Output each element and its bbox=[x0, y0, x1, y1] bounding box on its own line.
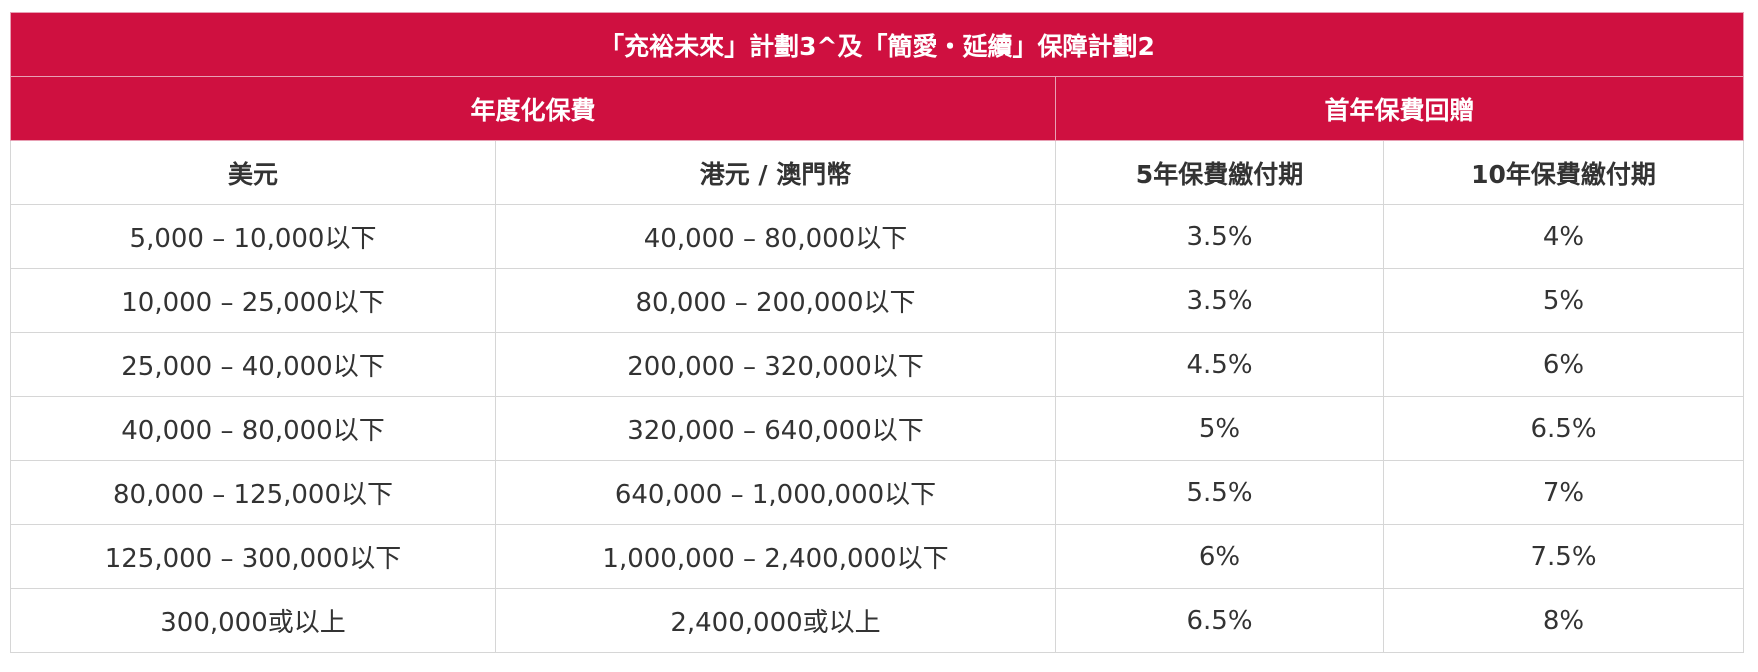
cell-usd-range: 40,000 – 80,000以下 bbox=[10, 396, 496, 461]
table-row: 40,000 – 80,000以下 320,000 – 640,000以下 5%… bbox=[10, 396, 1744, 461]
cell-usd-range: 5,000 – 10,000以下 bbox=[10, 204, 496, 269]
column-header-row: 美元 港元 / 澳門幣 5年保費繳付期 10年保費繳付期 bbox=[10, 140, 1744, 205]
cell-usd-range: 125,000 – 300,000以下 bbox=[10, 524, 496, 589]
column-header-hkd-mop: 港元 / 澳門幣 bbox=[495, 140, 1056, 205]
cell-10-year-rebate: 7% bbox=[1383, 460, 1744, 525]
cell-hkd-range: 80,000 – 200,000以下 bbox=[495, 268, 1056, 333]
cell-5-year-rebate: 5.5% bbox=[1055, 460, 1384, 525]
premium-rebate-table: 「充裕未來」計劃3^及「簡愛・延續」保障計劃2 年度化保費 首年保費回贈 美元 … bbox=[10, 12, 1744, 653]
cell-5-year-rebate: 4.5% bbox=[1055, 332, 1384, 397]
cell-hkd-range: 2,400,000或以上 bbox=[495, 588, 1056, 653]
cell-10-year-rebate: 8% bbox=[1383, 588, 1744, 653]
cell-10-year-rebate: 4% bbox=[1383, 204, 1744, 269]
cell-hkd-range: 640,000 – 1,000,000以下 bbox=[495, 460, 1056, 525]
table-row: 10,000 – 25,000以下 80,000 – 200,000以下 3.5… bbox=[10, 268, 1744, 333]
cell-hkd-range: 320,000 – 640,000以下 bbox=[495, 396, 1056, 461]
table-title-row: 「充裕未來」計劃3^及「簡愛・延續」保障計劃2 bbox=[10, 12, 1744, 77]
group-header-row: 年度化保費 首年保費回贈 bbox=[10, 76, 1744, 141]
cell-10-year-rebate: 5% bbox=[1383, 268, 1744, 333]
cell-hkd-range: 1,000,000 – 2,400,000以下 bbox=[495, 524, 1056, 589]
cell-hkd-range: 200,000 – 320,000以下 bbox=[495, 332, 1056, 397]
cell-5-year-rebate: 6.5% bbox=[1055, 588, 1384, 653]
group-header-first-year-rebate: 首年保費回贈 bbox=[1055, 76, 1744, 141]
cell-5-year-rebate: 6% bbox=[1055, 524, 1384, 589]
cell-usd-range: 80,000 – 125,000以下 bbox=[10, 460, 496, 525]
cell-usd-range: 300,000或以上 bbox=[10, 588, 496, 653]
cell-10-year-rebate: 7.5% bbox=[1383, 524, 1744, 589]
cell-10-year-rebate: 6% bbox=[1383, 332, 1744, 397]
cell-5-year-rebate: 3.5% bbox=[1055, 204, 1384, 269]
column-header-5-year-term: 5年保費繳付期 bbox=[1055, 140, 1384, 205]
table-title: 「充裕未來」計劃3^及「簡愛・延續」保障計劃2 bbox=[10, 12, 1744, 77]
cell-5-year-rebate: 3.5% bbox=[1055, 268, 1384, 333]
table-row: 300,000或以上 2,400,000或以上 6.5% 8% bbox=[10, 588, 1744, 653]
premium-rebate-table-container: 「充裕未來」計劃3^及「簡愛・延續」保障計劃2 年度化保費 首年保費回贈 美元 … bbox=[10, 12, 1744, 653]
table-row: 5,000 – 10,000以下 40,000 – 80,000以下 3.5% … bbox=[10, 204, 1744, 269]
cell-hkd-range: 40,000 – 80,000以下 bbox=[495, 204, 1056, 269]
table-row: 25,000 – 40,000以下 200,000 – 320,000以下 4.… bbox=[10, 332, 1744, 397]
table-row: 125,000 – 300,000以下 1,000,000 – 2,400,00… bbox=[10, 524, 1744, 589]
cell-usd-range: 25,000 – 40,000以下 bbox=[10, 332, 496, 397]
column-header-usd: 美元 bbox=[10, 140, 496, 205]
cell-usd-range: 10,000 – 25,000以下 bbox=[10, 268, 496, 333]
cell-5-year-rebate: 5% bbox=[1055, 396, 1384, 461]
group-header-annualized-premium: 年度化保費 bbox=[10, 76, 1056, 141]
cell-10-year-rebate: 6.5% bbox=[1383, 396, 1744, 461]
table-row: 80,000 – 125,000以下 640,000 – 1,000,000以下… bbox=[10, 460, 1744, 525]
column-header-10-year-term: 10年保費繳付期 bbox=[1383, 140, 1744, 205]
